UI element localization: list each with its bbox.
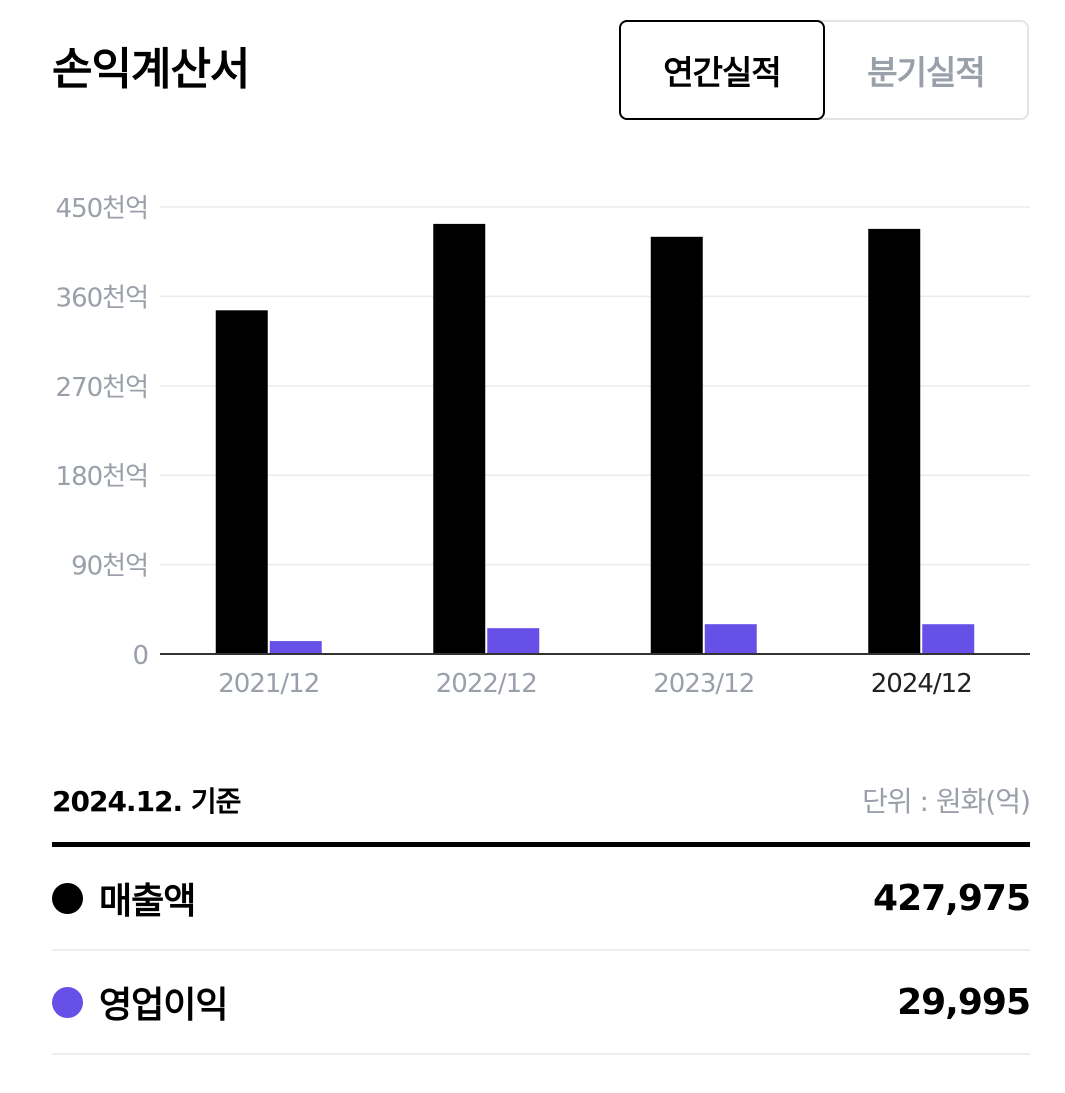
page-title: 손익계산서 xyxy=(52,44,250,95)
income-bar-chart: 0 90천억 180천억 270천억 360천억 450천억 2021/12 2022/12 2… xyxy=(56,194,1030,699)
summary-row-operating-profit: 영업이익 29,995 xyxy=(52,951,1031,1055)
operating-profit-label: 영업이익 xyxy=(99,985,228,1026)
legend-dot-operating-profit xyxy=(52,986,83,1018)
basis-date: 2024.12. 기준 xyxy=(52,785,241,818)
x-tick-label: 2023/12 xyxy=(653,669,754,699)
bar-revenue xyxy=(433,223,486,654)
bar-operating-profit xyxy=(269,641,322,654)
bar-revenue xyxy=(650,236,703,655)
bar-operating-profit xyxy=(487,628,540,654)
x-tick-label: 2021/12 xyxy=(218,669,319,699)
bar-operating-profit xyxy=(704,624,757,654)
y-tick-label: 360천억 xyxy=(56,283,148,313)
bar-operating-profit xyxy=(922,624,975,654)
revenue-label: 매출액 xyxy=(99,881,196,922)
y-tick-label: 90천억 xyxy=(71,552,148,582)
y-tick-label: 0 xyxy=(132,641,148,671)
legend-dot-revenue xyxy=(52,882,83,914)
revenue-value: 427,975 xyxy=(873,877,1031,919)
tab-quarterly[interactable]: 분기실적 xyxy=(867,53,985,92)
summary-row-revenue: 매출액 427,975 xyxy=(52,847,1031,951)
x-tick-label: 2022/12 xyxy=(436,669,537,699)
unit-label: 단위 : 원화(억) xyxy=(862,785,1031,818)
y-tick-label: 450천억 xyxy=(56,194,148,224)
bar-revenue xyxy=(868,228,921,654)
y-tick-label: 180천억 xyxy=(56,462,148,492)
tab-annual[interactable]: 연간실적 xyxy=(619,20,825,120)
operating-profit-value: 29,995 xyxy=(897,981,1031,1023)
x-tick-label: 2024/12 xyxy=(871,669,972,699)
period-tabs: 연간실적 분기실적 xyxy=(619,20,1029,120)
row-label-operating-profit: 영업이익 xyxy=(52,976,228,1028)
y-tick-label: 270천억 xyxy=(56,373,148,403)
row-label-revenue: 매출액 xyxy=(52,872,196,924)
summary-header: 2024.12. 기준 단위 : 원화(억) xyxy=(52,778,1031,822)
bar-revenue xyxy=(215,310,268,654)
summary-divider xyxy=(52,842,1030,847)
